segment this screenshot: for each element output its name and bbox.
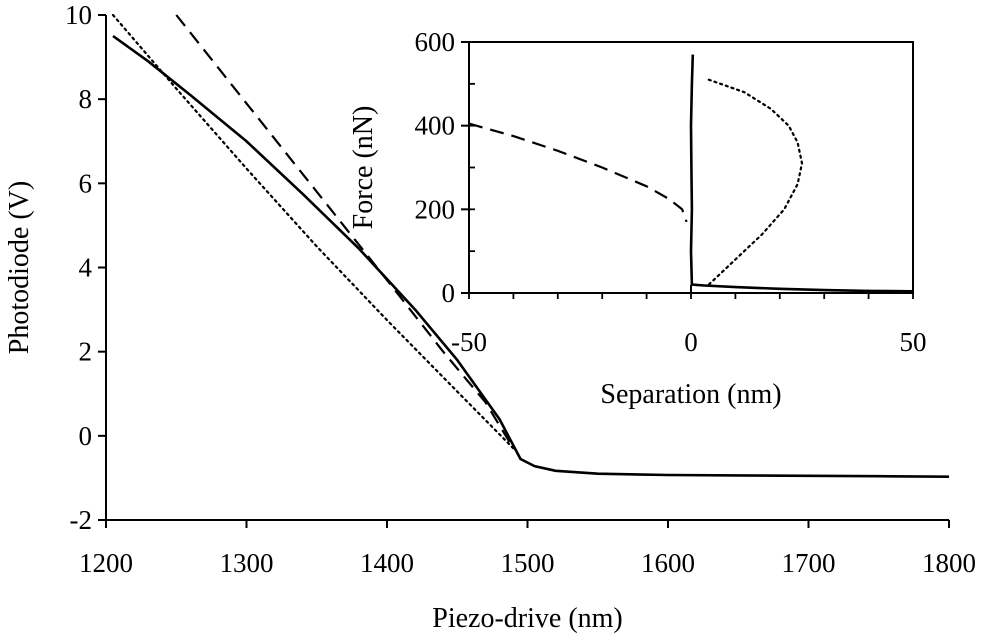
y-tick-label: 0 [79,421,93,451]
y-tick-label: 400 [415,111,456,141]
y-tick-label: 10 [65,0,92,30]
series-group [469,54,913,293]
x-tick-label: 1700 [782,548,836,578]
x-tick-label: 50 [900,327,927,357]
series-group [111,14,949,478]
x-tick-label: 1400 [360,548,414,578]
y-tick-label: 6 [79,168,93,198]
series-line-dotted [707,78,804,286]
series-line-solid [689,54,913,293]
x-tick-label: 1500 [501,548,555,578]
y-tick-label: 0 [442,278,456,308]
x-tick-label: 1800 [922,548,976,578]
x-tick-label: -50 [451,327,487,357]
series-line-dashed [175,14,515,450]
x-tick-label: 1300 [220,548,274,578]
y-tick-label: 4 [79,253,93,283]
y-tick-label: 600 [415,27,456,57]
y-axis-title: Force (nN) [348,106,379,230]
y-tick-label: -2 [70,505,93,535]
series-line-dotted [111,14,515,450]
x-axis-title: Piezo-drive (nm) [432,603,623,634]
y-tick-label: 2 [79,337,93,367]
x-tick-label: 0 [684,327,698,357]
x-axis-title: Separation (nm) [600,379,781,410]
series-line-solid [112,34,949,478]
y-axis-title: Photodiode (V) [4,181,35,354]
x-tick-label: 1600 [641,548,695,578]
x-tick-label: 1200 [79,548,133,578]
y-tick-label: 200 [415,194,456,224]
inset-chart: -50 0 50 0 200 400 600 Separation (nm) Force (nN… [348,27,927,410]
y-tick-label: 8 [79,84,93,114]
series-line-dashed [469,122,688,223]
